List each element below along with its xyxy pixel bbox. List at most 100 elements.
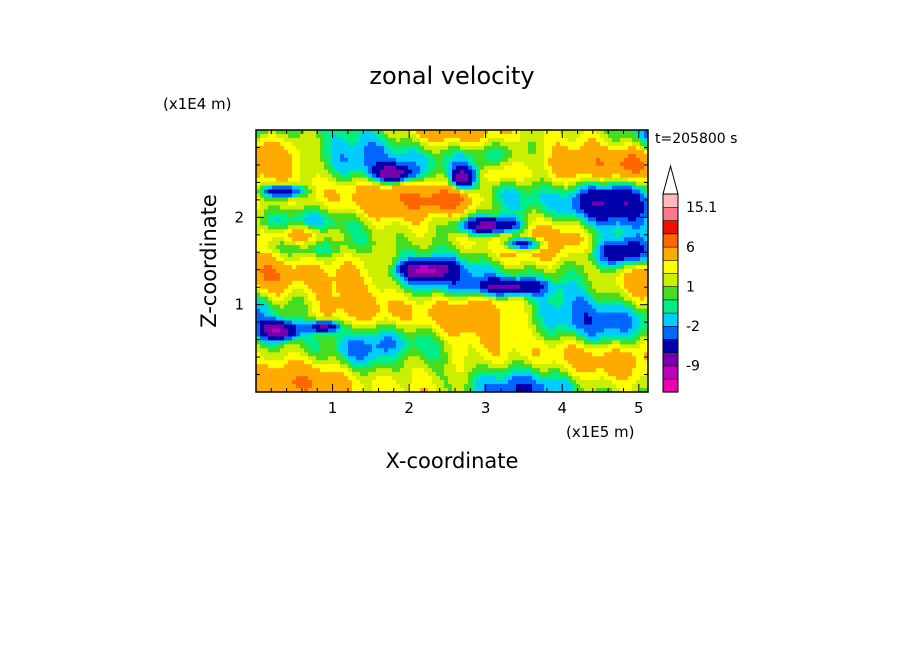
field-cell [556, 288, 561, 294]
field-cell [492, 133, 497, 139]
field-cell [392, 300, 397, 306]
field-cell [488, 288, 493, 294]
field-cell [272, 272, 277, 278]
field-cell [548, 284, 553, 290]
field-cell [524, 257, 529, 262]
field-cell [316, 316, 321, 322]
field-cell [352, 169, 357, 175]
field-cell [600, 165, 605, 171]
field-cell [344, 284, 349, 290]
field-cell [340, 284, 345, 290]
field-cell [608, 165, 613, 171]
field-cell [508, 320, 513, 326]
field-cell [388, 233, 393, 238]
field-cell [528, 185, 533, 191]
field-cell [496, 320, 501, 326]
field-cell [360, 268, 365, 274]
field-cell [584, 205, 589, 210]
field-cell [444, 149, 449, 155]
field-cell [596, 173, 601, 179]
field-cell [640, 308, 645, 314]
field-cell [488, 328, 493, 334]
field-cell [276, 133, 281, 139]
field-cell [416, 221, 421, 226]
field-cell [464, 312, 469, 318]
field-cell [628, 177, 633, 183]
field-cell [336, 181, 341, 187]
field-cell [556, 304, 561, 310]
field-cell [640, 257, 645, 262]
field-cell [516, 288, 521, 294]
field-cell [300, 225, 305, 230]
field-cell [420, 257, 425, 262]
field-cell [564, 280, 569, 286]
field-cell [568, 193, 573, 199]
field-cell [464, 221, 469, 226]
field-cell [344, 328, 349, 334]
field-cell [520, 225, 525, 230]
field-cell [604, 233, 609, 238]
field-cell [628, 225, 633, 230]
field-cell [520, 137, 525, 143]
field-cell [484, 272, 489, 278]
field-cell [352, 197, 357, 203]
field-cell [636, 133, 641, 139]
field-cell [316, 221, 321, 226]
field-cell [388, 296, 393, 302]
field-cell [544, 324, 549, 330]
field-cell [588, 328, 593, 334]
field-cell [292, 209, 297, 214]
field-cell [556, 197, 561, 203]
field-cell [432, 181, 437, 187]
field-cell [600, 316, 605, 322]
field-cell [348, 257, 353, 262]
field-cell [560, 225, 565, 230]
field-cell [600, 177, 605, 183]
field-cell [636, 304, 641, 310]
field-cell [628, 221, 633, 226]
field-cell [476, 261, 481, 266]
field-cell [480, 253, 485, 258]
field-cell [504, 328, 509, 334]
field-cell [572, 185, 577, 191]
field-cell [380, 249, 385, 254]
field-cell [480, 193, 485, 199]
field-cell [340, 276, 345, 282]
field-cell [628, 261, 633, 266]
field-cell [392, 276, 397, 282]
field-cell [328, 300, 333, 306]
field-cell [532, 308, 537, 314]
field-cell [436, 245, 441, 250]
field-cell [432, 324, 437, 330]
field-cell [636, 268, 641, 274]
field-cell [584, 157, 589, 163]
field-cell [380, 193, 385, 199]
field-cell [256, 229, 261, 234]
field-cell [500, 221, 505, 226]
field-cell [488, 205, 493, 210]
field-cell [468, 300, 473, 306]
field-cell [600, 193, 605, 199]
field-cell [300, 257, 305, 262]
field-cell [620, 157, 625, 163]
field-cell [364, 197, 369, 203]
field-cell [424, 185, 429, 191]
field-cell [348, 201, 353, 207]
field-cell [400, 221, 405, 226]
field-cell [324, 197, 329, 203]
field-cell [384, 261, 389, 266]
field-cell [492, 280, 497, 286]
field-cell [264, 149, 269, 155]
field-cell [420, 288, 425, 294]
field-cell [644, 233, 648, 238]
field-cell [512, 229, 517, 234]
field-cell [632, 217, 637, 222]
field-cell [332, 249, 337, 254]
field-cell [324, 229, 329, 234]
field-cell [404, 308, 409, 314]
field-cell [288, 272, 293, 278]
field-cell [436, 201, 441, 207]
field-cell [516, 165, 521, 171]
field-cell [340, 320, 345, 326]
field-cell [536, 233, 541, 238]
